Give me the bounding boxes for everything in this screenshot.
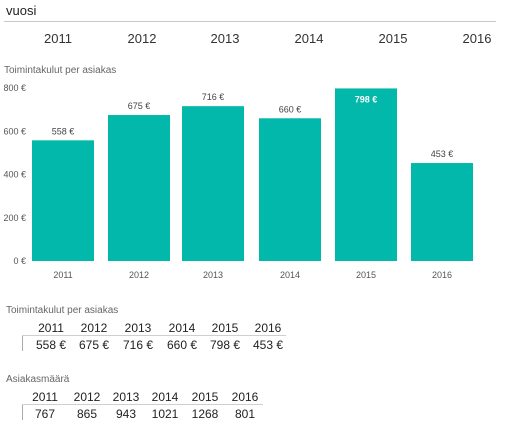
costs-table-title: Toimintakulut per asiakas [6,305,119,316]
slicer-year-2016[interactable]: 2016 [462,31,492,46]
chart-title: Toimintakulut per asiakas [4,65,117,76]
bar-2014[interactable] [259,118,321,262]
table-cell-2015: 1268 [191,407,219,421]
column-header-2014: 2014 [168,321,196,335]
column-header-2015: 2015 [211,321,239,335]
data-label-2014: 660 € [279,104,302,114]
column-header-2011: 2011 [32,390,58,404]
header-divider [22,335,286,336]
bar-2012[interactable] [108,115,170,261]
bar-chart: 0 € 200 € 400 € 600 € 800 € 558 € 2011 675 € 201… [3,83,473,280]
table-cell-2014: 1021 [151,407,179,421]
y-tick-label: 800 € [3,83,26,93]
table-cell-2014: 660 € [166,338,198,352]
slicer-year-2013[interactable]: 2013 [210,31,240,46]
x-tick-label: 2014 [280,270,300,280]
slicer-year-2011[interactable]: 2011 [44,31,72,46]
slicer-year-2015[interactable]: 2015 [378,31,408,46]
table-cell-2013: 716 € [122,338,154,352]
row-header-separator [22,405,23,420]
table-cell-2016: 801 [234,407,256,421]
customers-table-title: Asiakasmäärä [6,374,70,385]
bar-2013[interactable] [182,106,244,261]
table-cell-2013: 943 [115,407,137,421]
bar-2015[interactable] [335,88,397,262]
x-tick-label: 2015 [356,270,376,280]
row-header-separator [22,336,23,351]
column-header-2011: 2011 [38,321,64,335]
column-header-2016: 2016 [231,390,259,404]
y-tick-label: 200 € [3,213,26,223]
customers-table: 2011 767 2012 865 2013 943 2014 1021 2015 1268 201… [0,389,505,425]
column-header-2015: 2015 [191,390,219,404]
bar-2016[interactable] [411,163,473,261]
table-cell-2012: 865 [76,407,98,421]
column-header-2013: 2013 [112,390,140,404]
y-tick-label: 400 € [3,170,26,180]
data-label-2016: 453 € [431,149,454,159]
column-header-2012: 2012 [73,390,101,404]
data-label-2012: 675 € [128,101,151,111]
column-header-2012: 2012 [80,321,108,335]
table-cell-2015: 798 € [209,338,241,352]
slicer-year-2012[interactable]: 2012 [127,31,157,46]
data-label-2013: 716 € [202,92,225,102]
slicer-year-2014[interactable]: 2014 [294,31,324,46]
data-label-2011: 558 € [52,126,75,136]
table-cell-2016: 453 € [252,338,284,352]
table-cell-2011: 558 € [35,338,67,352]
slicer-divider [4,21,496,22]
x-tick-label: 2012 [129,270,149,280]
x-tick-label: 2013 [203,270,223,280]
x-tick-label: 2016 [432,270,452,280]
year-slicer: vuosi 2011 2012 2013 2014 2015 2016 [0,0,505,56]
column-header-2013: 2013 [124,321,152,335]
y-tick-label: 0 € [13,256,26,266]
table-cell-2011: 767 [34,407,56,421]
slicer-title: vuosi [6,3,37,18]
header-divider [22,404,263,405]
data-label-2015: 798 € [355,94,378,104]
column-header-2016: 2016 [254,321,282,335]
column-header-2014: 2014 [151,390,179,404]
table-cell-2012: 675 € [78,338,110,352]
bar-2011[interactable] [32,140,94,261]
costs-table: 2011 558 € 2012 675 € 2013 716 € 2014 660 € 2015… [0,320,505,356]
y-tick-label: 600 € [3,126,26,136]
x-tick-label: 2011 [53,270,72,280]
slicer-year-list: 2011 2012 2013 2014 2015 2016 [0,26,505,52]
